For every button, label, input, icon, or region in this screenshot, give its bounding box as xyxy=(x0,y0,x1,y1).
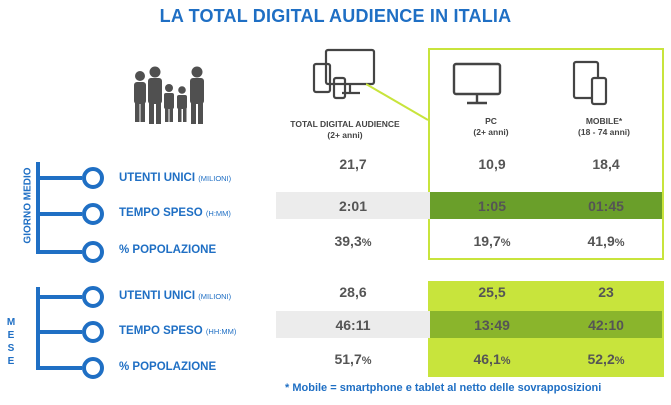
pop-value: 19,7 xyxy=(473,233,501,249)
row-band-time-day-highlight xyxy=(430,192,662,219)
value-users-month-pc: 25,5 xyxy=(478,284,506,300)
value-users-month-mobile: 23 xyxy=(598,284,614,300)
row-connector xyxy=(36,212,82,216)
row-ring xyxy=(82,357,104,379)
value-pop-month-mobile: 52,2% xyxy=(551,351,661,367)
pop-value: 52,2 xyxy=(587,351,615,367)
row-ring xyxy=(82,321,104,343)
row-connector xyxy=(36,330,82,334)
value-pop-day-pc: 19,7% xyxy=(437,233,547,249)
pop-value: 41,9 xyxy=(587,233,615,249)
row-ring xyxy=(82,241,104,263)
value-pop-day-total: 39,3% xyxy=(298,233,408,249)
row-label-pop-month: % POPOLAZIONE xyxy=(119,361,217,373)
pct-sign: % xyxy=(500,355,511,367)
value-time-day-mobile: 01:45 xyxy=(588,198,624,214)
section-bracket-month xyxy=(36,287,40,367)
pct-sign: % xyxy=(500,237,511,249)
row-label-users-day: UTENTI UNICI (MILIONI) xyxy=(119,172,232,184)
column-header-total: TOTAL DIGITAL AUDIENCE (2+ anni) xyxy=(290,119,400,140)
pct-sign: % xyxy=(361,355,372,367)
mobile-pc-highlight-frame xyxy=(428,48,664,260)
row-band-time-month-highlight xyxy=(430,311,662,338)
footnote: * Mobile = smartphone e tablet al netto … xyxy=(285,382,602,394)
value-pop-month-total: 51,7% xyxy=(298,351,408,367)
pct-sign: % xyxy=(614,355,625,367)
row-band-time-month xyxy=(276,311,430,338)
connector-line xyxy=(366,83,429,121)
row-connector xyxy=(36,250,82,254)
value-users-day-mobile: 18,4 xyxy=(592,156,620,172)
value-time-month-total: 46:11 xyxy=(335,317,371,333)
monitor-icon xyxy=(452,62,502,105)
row-connector xyxy=(36,176,82,180)
value-users-month-total: 28,6 xyxy=(339,284,367,300)
page-title: LA TOTAL DIGITAL AUDIENCE IN ITALIA xyxy=(159,6,512,26)
row-label-time-day: TEMPO SPESO (H:MM) xyxy=(119,207,231,219)
family-icon xyxy=(134,66,204,124)
multi-device-icon xyxy=(312,48,376,100)
section-label-day: GIORNO MEDIO xyxy=(22,167,34,244)
value-time-month-pc: 13:49 xyxy=(474,317,510,333)
value-time-month-mobile: 42:10 xyxy=(588,317,624,333)
pct-sign: % xyxy=(614,237,625,249)
section-bracket-day xyxy=(36,162,40,254)
pop-value: 51,7 xyxy=(334,351,362,367)
row-label-time-month: TEMPO SPESO (HH:MM) xyxy=(119,325,237,337)
column-header-mobile: MOBILE* (18 - 74 anni) xyxy=(578,116,630,137)
row-ring xyxy=(82,203,104,225)
pct-sign: % xyxy=(361,237,372,249)
pop-value: 46,1 xyxy=(473,351,501,367)
row-ring xyxy=(82,286,104,308)
value-pop-month-pc: 46,1% xyxy=(437,351,547,367)
column-header-pc: PC (2+ anni) xyxy=(473,116,509,137)
mobile-devices-icon xyxy=(572,60,608,106)
value-users-day-total: 21,7 xyxy=(339,156,367,172)
row-connector xyxy=(36,366,82,370)
pop-value: 39,3 xyxy=(334,233,362,249)
value-time-day-total: 2:01 xyxy=(338,198,368,214)
value-users-day-pc: 10,9 xyxy=(478,156,506,172)
value-time-day-pc: 1:05 xyxy=(477,198,507,214)
row-label-pop-day: % POPOLAZIONE xyxy=(119,244,217,256)
row-connector xyxy=(36,295,82,299)
value-pop-day-mobile: 41,9% xyxy=(551,233,661,249)
row-ring xyxy=(82,167,104,189)
row-band-time-day xyxy=(276,192,430,219)
row-label-users-month: UTENTI UNICI (MILIONI) xyxy=(119,290,232,302)
